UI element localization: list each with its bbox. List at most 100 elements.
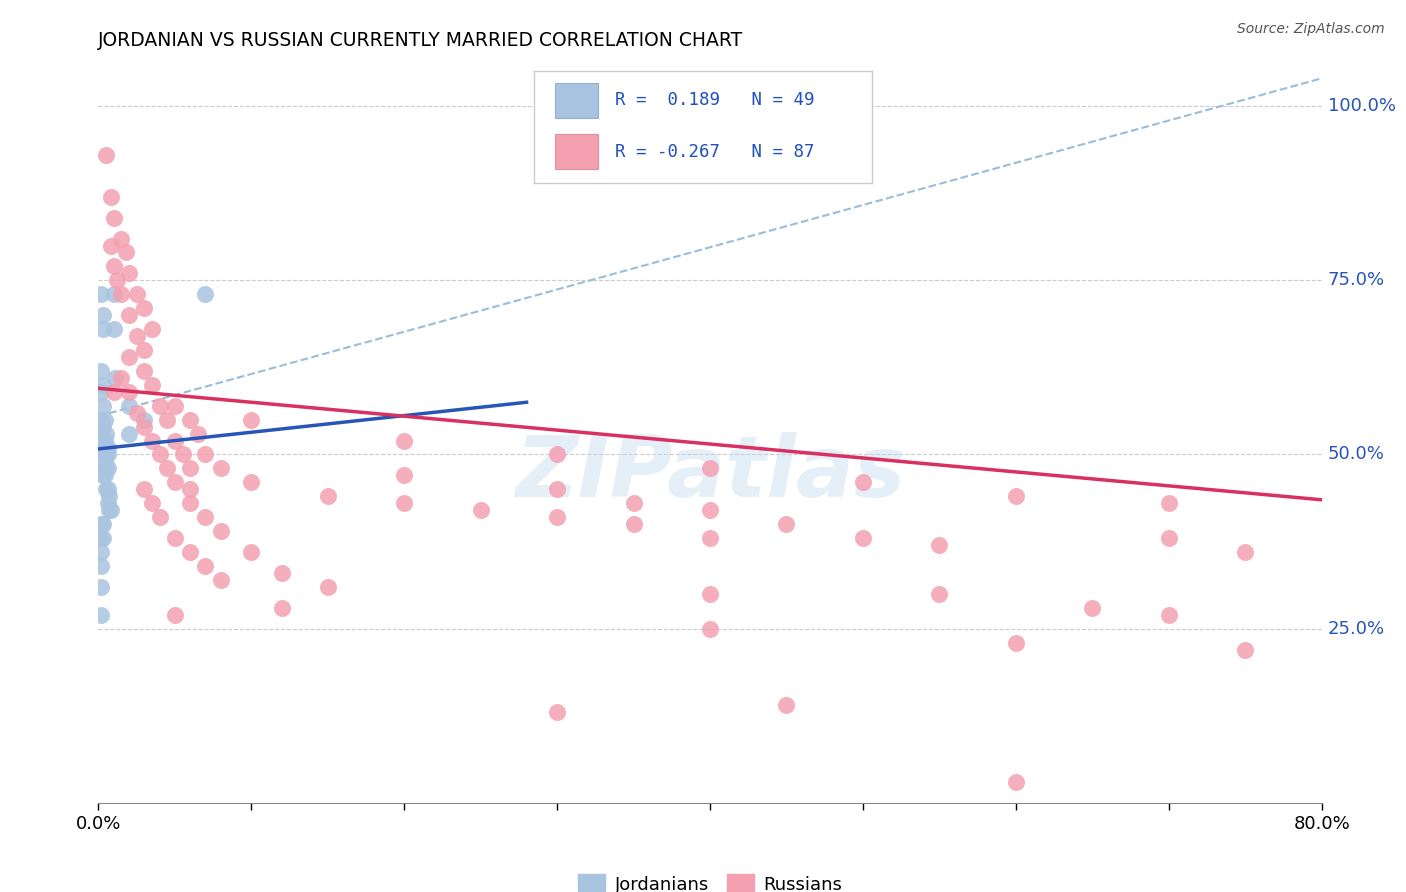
Point	[93, 461, 115, 475]
Text: 75.0%: 75.0%	[1327, 271, 1385, 289]
Point	[149, 510, 172, 524]
Point	[163, 434, 186, 448]
Point	[699, 531, 721, 545]
Point	[125, 287, 148, 301]
Point	[775, 698, 797, 713]
Point	[392, 496, 416, 510]
Point	[163, 399, 186, 413]
Point	[103, 211, 125, 225]
Point	[93, 441, 115, 455]
Point	[1234, 545, 1257, 559]
Point	[97, 496, 120, 510]
Point	[134, 343, 156, 357]
Point	[546, 510, 568, 524]
Point	[91, 419, 114, 434]
Point	[179, 461, 201, 475]
Point	[97, 483, 120, 497]
Point	[623, 496, 645, 510]
FancyBboxPatch shape	[554, 83, 599, 119]
Point	[94, 426, 117, 441]
Point	[94, 441, 117, 455]
Point	[852, 531, 875, 545]
Text: ZIPatlas: ZIPatlas	[515, 432, 905, 516]
Point	[103, 260, 125, 274]
Point	[546, 483, 568, 497]
Point	[1157, 607, 1180, 622]
Point	[134, 419, 156, 434]
Point	[118, 350, 141, 364]
Point	[392, 434, 416, 448]
Point	[98, 489, 121, 503]
Point	[775, 517, 797, 532]
Point	[209, 573, 232, 587]
Point	[179, 545, 201, 559]
Point	[194, 510, 217, 524]
Point	[1004, 489, 1026, 503]
Point	[240, 475, 263, 490]
Point	[90, 558, 112, 573]
Point	[118, 426, 141, 441]
Point	[94, 483, 117, 497]
Point	[546, 705, 568, 719]
Point	[928, 587, 950, 601]
Point	[149, 399, 172, 413]
Point	[97, 448, 120, 462]
Point	[134, 301, 156, 316]
Point	[1081, 600, 1104, 615]
Point	[852, 475, 875, 490]
Point	[97, 461, 120, 475]
Text: R =  0.189   N = 49: R = 0.189 N = 49	[616, 91, 814, 110]
Point	[141, 434, 163, 448]
Point	[91, 448, 114, 462]
Point	[93, 454, 115, 468]
Point	[179, 496, 201, 510]
Point	[91, 322, 114, 336]
Point	[179, 483, 201, 497]
Point	[115, 245, 138, 260]
Point	[98, 503, 121, 517]
Point	[100, 190, 122, 204]
Point	[209, 524, 232, 538]
Point	[97, 441, 120, 455]
Point	[270, 566, 292, 580]
Point	[141, 496, 163, 510]
Point	[93, 412, 115, 426]
Point	[134, 483, 156, 497]
Point	[91, 434, 114, 448]
Point	[90, 384, 112, 399]
Point	[699, 587, 721, 601]
Point	[156, 461, 179, 475]
Point	[1157, 496, 1180, 510]
Point	[118, 308, 141, 322]
Point	[1234, 642, 1257, 657]
Point	[91, 308, 114, 322]
Point	[90, 412, 112, 426]
Point	[103, 287, 125, 301]
Point	[110, 287, 132, 301]
Text: Source: ZipAtlas.com: Source: ZipAtlas.com	[1237, 22, 1385, 37]
Point	[104, 371, 127, 385]
Point	[91, 531, 114, 545]
Point	[93, 434, 115, 448]
Point	[91, 468, 114, 483]
Point	[546, 448, 568, 462]
FancyBboxPatch shape	[554, 134, 599, 169]
Point	[194, 558, 217, 573]
Point	[91, 399, 114, 413]
Point	[141, 322, 163, 336]
Point	[316, 489, 339, 503]
Point	[90, 531, 112, 545]
Point	[89, 426, 111, 441]
Point	[118, 384, 141, 399]
Point	[194, 287, 217, 301]
Point	[118, 266, 141, 280]
Point	[100, 238, 122, 252]
Point	[270, 600, 292, 615]
Point	[90, 434, 112, 448]
Point	[103, 384, 125, 399]
Point	[187, 426, 209, 441]
Point	[94, 461, 117, 475]
Legend: Jordanians, Russians: Jordanians, Russians	[571, 867, 849, 892]
Point	[103, 322, 125, 336]
Text: JORDANIAN VS RUSSIAN CURRENTLY MARRIED CORRELATION CHART: JORDANIAN VS RUSSIAN CURRENTLY MARRIED C…	[98, 31, 744, 50]
